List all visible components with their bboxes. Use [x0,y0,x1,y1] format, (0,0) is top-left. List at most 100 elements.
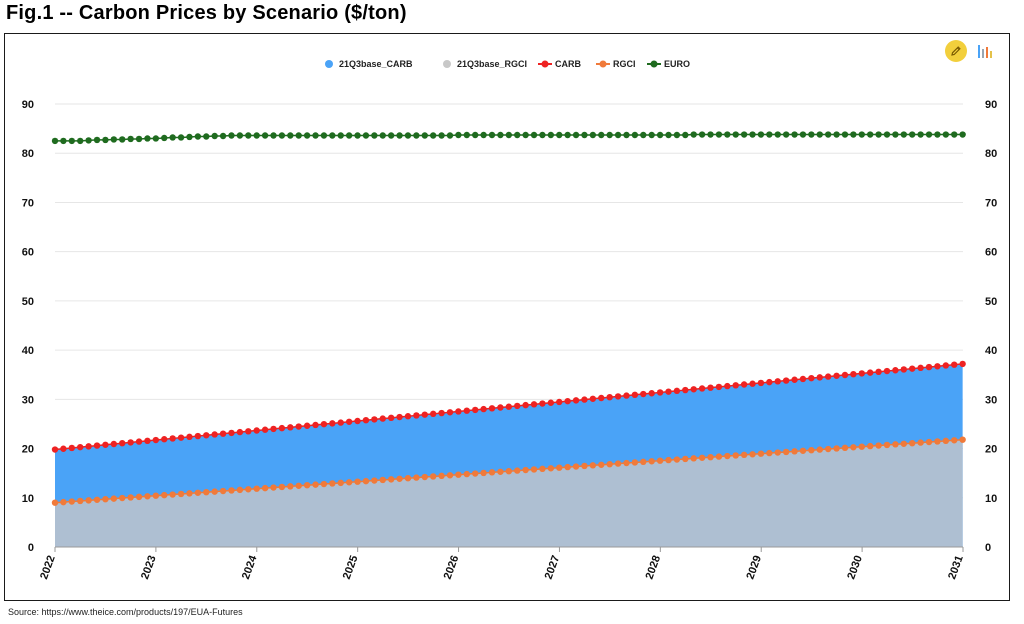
edit-chart-button[interactable] [945,40,967,62]
point-rgci [833,445,840,452]
point-rgci [455,471,462,478]
point-carb [875,368,882,376]
point-euro [766,131,773,138]
point-euro [463,131,470,139]
point-carb [841,371,849,379]
y-tick-label-right: 70 [985,197,997,209]
point-carb [127,439,134,446]
point-euro [68,137,76,145]
point-carb [782,377,790,384]
point-rgci [446,472,454,479]
point-euro [841,131,849,138]
point-rgci [236,486,244,494]
point-rgci [816,446,823,453]
point-euro [631,131,639,139]
point-euro [228,132,235,139]
point-carb [766,378,773,386]
point-euro [270,132,277,139]
y-tick-label-right: 0 [985,542,991,554]
point-rgci [320,480,328,488]
point-euro [614,131,622,139]
legend-swatch-rgci [599,60,607,68]
point-rgci [312,481,319,488]
point-rgci [640,458,647,466]
point-carb [833,372,840,379]
point-rgci [362,477,370,485]
point-euro [152,135,160,142]
point-euro [345,132,353,139]
point-euro [892,131,899,138]
point-rgci [951,437,958,444]
point-carb [673,387,681,395]
legend-swatch-carb [541,60,549,68]
y-tick-label-left: 40 [22,345,34,357]
x-tick-label: 2029 [744,554,764,581]
point-euro [774,131,781,138]
point-euro [866,131,874,138]
point-carb [917,364,924,372]
point-carb [287,424,294,431]
point-carb [942,362,950,369]
y-tick-label-right: 90 [985,99,997,111]
point-euro [429,132,437,139]
point-carb [816,374,823,381]
point-euro [261,132,269,139]
point-euro [404,132,412,139]
point-rgci [228,487,235,494]
pencil-icon [951,46,961,56]
point-euro [413,132,420,139]
point-euro [673,131,681,139]
point-carb [455,408,462,415]
point-euro [186,133,193,141]
point-carb [572,397,580,404]
point-rgci [564,463,571,471]
point-rgci [808,447,815,454]
point-euro [85,137,92,144]
point-rgci [900,440,908,447]
point-rgci [875,442,882,449]
x-tick-label: 2025 [341,554,361,581]
point-rgci [740,451,748,459]
x-tick-label: 2031 [946,554,966,581]
point-rgci [177,490,185,498]
point-euro [799,131,807,138]
point-rgci [623,459,630,467]
point-rgci [404,475,412,482]
point-euro [219,132,227,140]
chart-container: 0 0 10 10 20 20 30 30 40 40 50 50 60 60 70 70 80 80 90 90 20… [4,33,1010,601]
point-carb [631,391,639,399]
point-rgci [211,488,218,495]
point-euro [303,132,311,139]
point-carb [228,429,235,437]
area-21q3base-rgci [55,439,963,547]
y-tick-label-left: 80 [22,148,34,160]
point-rgci [522,466,529,474]
point-carb [119,440,126,447]
point-rgci [581,462,588,470]
point-rgci [841,444,849,452]
point-rgci [858,443,865,450]
point-carb [421,411,428,418]
point-rgci [934,438,941,445]
point-rgci [194,489,202,496]
point-rgci [93,496,101,503]
point-rgci [387,476,395,483]
point-rgci [673,456,681,463]
point-euro [640,131,647,139]
point-carb [345,418,353,425]
legend-swatch-euro [650,60,658,68]
point-carb [387,414,395,422]
point-rgci [278,483,286,491]
y-tick-label-left: 90 [22,99,34,111]
point-euro [161,134,168,142]
point-rgci [152,492,160,499]
point-carb [144,437,151,445]
point-carb [556,398,563,406]
x-tick-label: 2027 [543,554,563,581]
y-tick-label-right: 20 [985,444,997,456]
source-note: Source: https://www.theice.com/products/… [8,607,243,617]
chart-type-button[interactable] [976,42,996,60]
point-euro [354,132,361,139]
point-carb [362,417,370,424]
point-euro [329,132,336,139]
